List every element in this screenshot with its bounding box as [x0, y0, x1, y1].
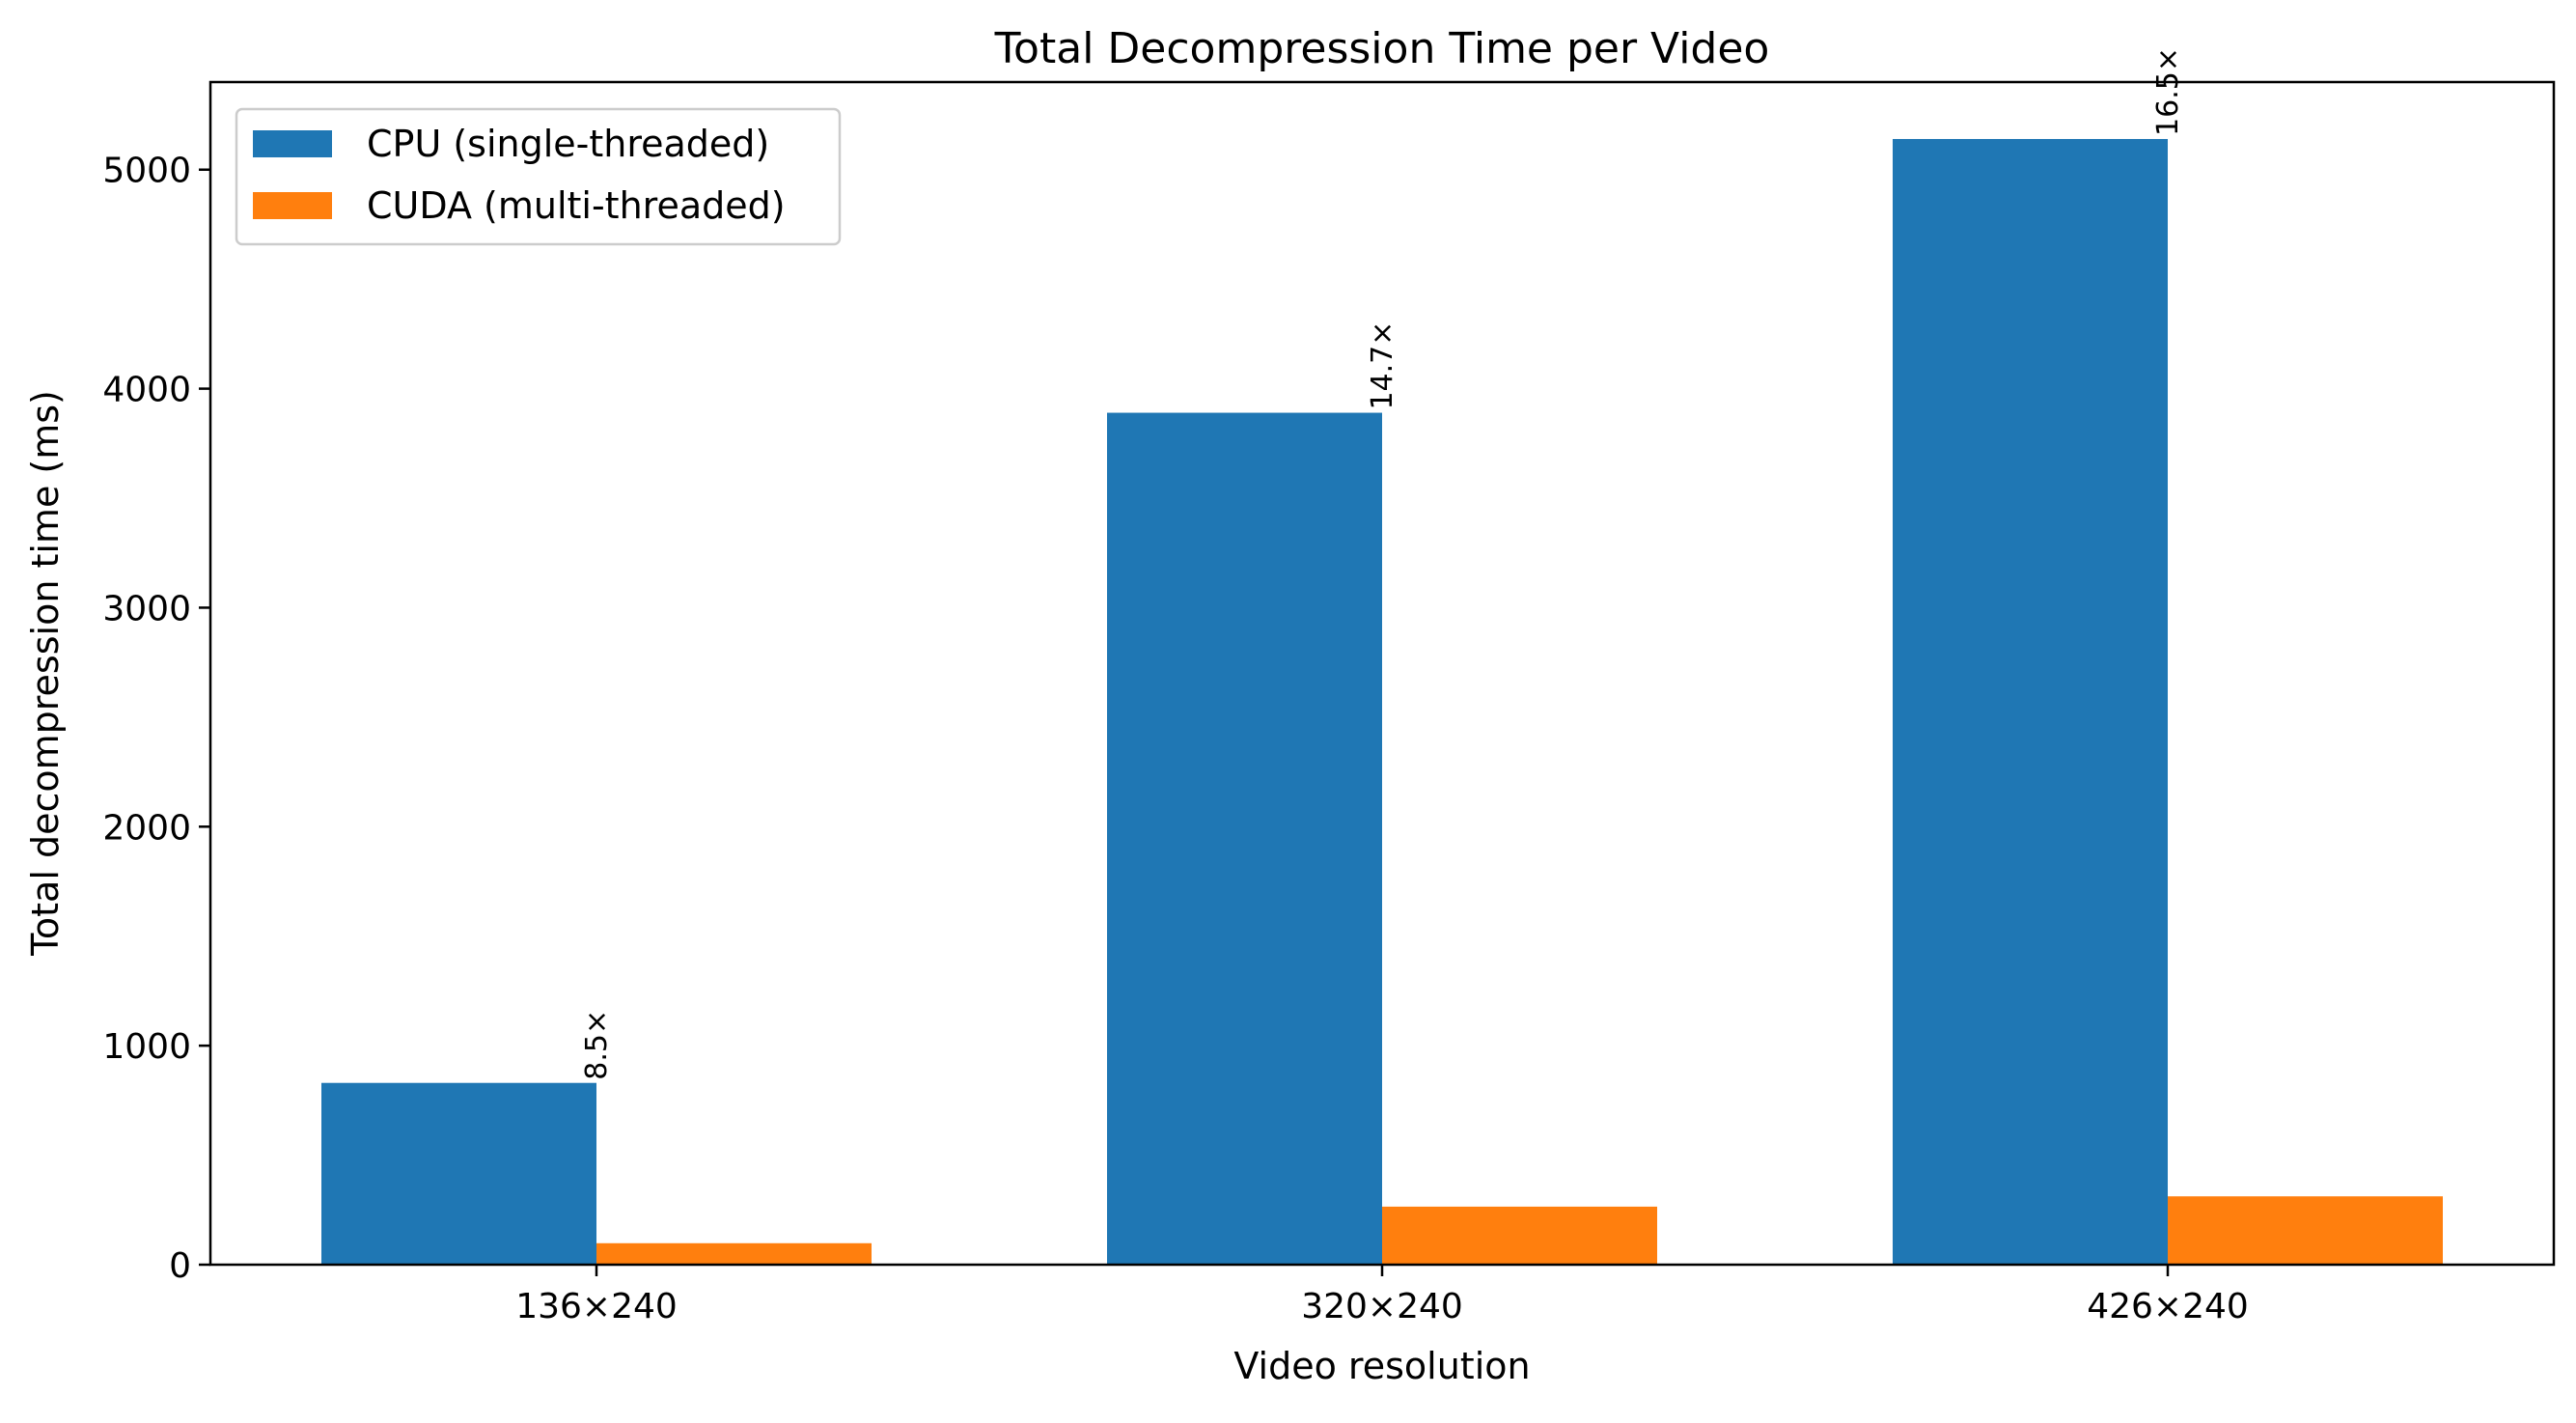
bar-cuda-1	[596, 1242, 872, 1265]
plot-area-frame	[208, 80, 2556, 1267]
x-axis-ticks: 136×240 320×240 426×240	[515, 1265, 2249, 1326]
legend-swatch-cpu	[253, 130, 332, 157]
legend-swatch-cuda	[253, 192, 332, 219]
y-tick-label: 1000	[102, 1027, 191, 1067]
speedup-annotation-3: 16.5×	[2151, 47, 2185, 136]
x-tick-label: 320×240	[1301, 1287, 1463, 1326]
bars-layer	[321, 138, 2443, 1266]
legend-label-cpu: CPU (single-threaded)	[367, 123, 769, 165]
x-axis-label: Video resolution	[1233, 1345, 1530, 1387]
bar-cpu-3	[1893, 138, 2168, 1266]
y-axis-ticks: 0 1000 2000 3000 4000 5000	[102, 152, 210, 1286]
y-tick-label: 0	[169, 1246, 191, 1286]
legend-label-cuda: CUDA (multi-threaded)	[367, 184, 786, 227]
legend: CPU (single-threaded) CUDA (multi-thread…	[235, 107, 842, 246]
speedup-annotation-1: 8.5×	[580, 1010, 614, 1080]
bar-cpu-1	[321, 1082, 596, 1265]
y-tick-label: 3000	[102, 589, 191, 628]
y-axis-label: Total decompression time (ms)	[24, 390, 67, 957]
bar-cpu-2	[1107, 412, 1382, 1266]
y-tick-label: 4000	[102, 371, 191, 410]
chart-title: Total Decompression Time per Video	[994, 24, 1770, 73]
y-tick-label: 5000	[102, 152, 191, 191]
x-tick-label: 136×240	[515, 1287, 678, 1326]
annotations-layer: 8.5× 14.7× 16.5×	[580, 47, 2185, 1080]
x-tick-label: 426×240	[2087, 1287, 2249, 1326]
y-tick-label: 2000	[102, 808, 191, 848]
legend-box	[235, 107, 842, 246]
bar-cuda-2	[1382, 1206, 1657, 1265]
speedup-annotation-2: 14.7×	[1366, 321, 1399, 410]
bar-cuda-3	[2168, 1196, 2443, 1265]
